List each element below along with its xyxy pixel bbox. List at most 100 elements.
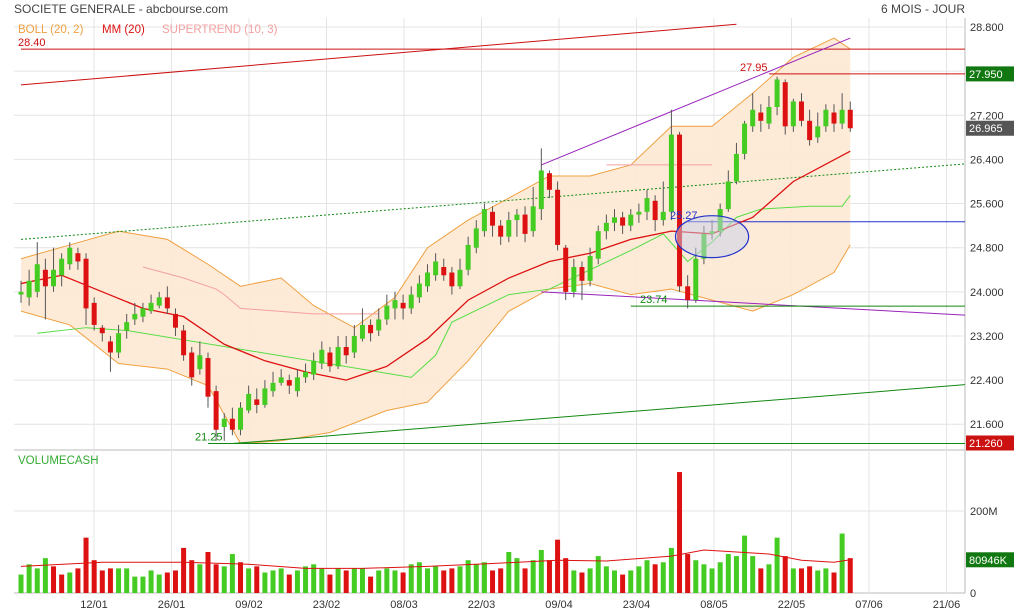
trendline-channel xyxy=(20,163,966,240)
supertrend-down-line xyxy=(142,266,379,315)
volume-bar xyxy=(42,558,48,593)
candle-body xyxy=(351,335,357,353)
candle-body xyxy=(335,347,341,367)
volume-bar xyxy=(172,570,178,593)
volume-bar xyxy=(164,572,170,593)
candle-body xyxy=(189,352,195,378)
volume-bar xyxy=(197,564,203,593)
bollinger-lower-line xyxy=(20,244,851,445)
candle-body xyxy=(644,198,650,212)
volume-bar xyxy=(303,566,309,593)
candles xyxy=(18,76,853,441)
candle-body xyxy=(742,123,748,154)
volume-bar xyxy=(498,568,504,593)
volume-bar xyxy=(26,564,32,593)
volume-bar xyxy=(571,570,577,593)
volume-bar xyxy=(262,572,268,593)
bollinger-band xyxy=(20,37,851,445)
highlight-ellipse-layer xyxy=(674,215,750,259)
candle-body xyxy=(595,231,601,259)
volume-bar xyxy=(465,560,471,593)
supertrend-up-line xyxy=(37,194,851,378)
volume-bar xyxy=(555,539,561,593)
candle-body xyxy=(42,269,48,287)
volume-bar xyxy=(238,562,244,593)
volume-bar xyxy=(384,568,390,593)
volume-bar xyxy=(425,568,430,593)
candle-body xyxy=(498,225,504,237)
candle-body xyxy=(668,134,674,212)
candle-body xyxy=(628,214,634,226)
volume-tick-label: 200M xyxy=(970,506,998,518)
candle-body xyxy=(286,380,292,386)
volume-bar xyxy=(481,562,487,593)
candle-body xyxy=(611,217,617,223)
axis-value-badge-label: 26.965 xyxy=(969,123,1003,135)
volume-bar xyxy=(148,570,154,593)
bollinger-upper-line xyxy=(20,37,851,329)
candle-body xyxy=(278,377,284,383)
volume-bar xyxy=(587,568,593,593)
candle-body xyxy=(490,211,496,226)
volume-bar xyxy=(563,558,569,593)
trendline-support xyxy=(232,384,966,445)
candle-body xyxy=(839,109,845,124)
candle-body xyxy=(603,222,609,232)
trendline-channel_top xyxy=(541,37,851,166)
volume-bar xyxy=(254,566,260,593)
volume-bar xyxy=(685,554,691,593)
candle-body xyxy=(416,283,422,298)
axis-value-badge-label: 27.950 xyxy=(969,69,1003,81)
volume-bar xyxy=(701,564,707,593)
volume-bar xyxy=(815,570,821,593)
volume-bar xyxy=(327,574,333,593)
time-tick-label: 12/01 xyxy=(80,599,108,611)
candle-body xyxy=(303,371,309,378)
instrument-title: SOCIETE GENERALE - abcbourse.com xyxy=(14,2,228,16)
volume-bar xyxy=(611,570,617,593)
volume-bar xyxy=(449,568,455,593)
price-tick-label: 25.600 xyxy=(970,199,1004,211)
candle-body xyxy=(831,112,837,124)
volume-bar xyxy=(506,552,512,593)
axis-value-badge xyxy=(966,435,1014,451)
time-tick-label: 09/04 xyxy=(545,599,573,611)
time-tick-label: 07/06 xyxy=(855,599,883,611)
candle-body xyxy=(733,153,739,182)
volume-bar xyxy=(717,562,723,593)
candle-body xyxy=(246,393,252,411)
candle-body xyxy=(693,258,699,301)
candle-body xyxy=(571,267,577,292)
candle-body xyxy=(83,258,89,309)
volume-bar xyxy=(490,570,496,593)
candle-body xyxy=(319,349,325,364)
volume-bar xyxy=(636,566,642,593)
volume-bar xyxy=(311,564,317,593)
trendline-channel_bottom xyxy=(541,291,966,316)
candle-body xyxy=(262,388,268,405)
candle-body xyxy=(555,189,561,245)
volume-bar xyxy=(546,560,552,593)
volume-bar xyxy=(668,547,674,593)
candle-body xyxy=(124,322,130,331)
candle-body xyxy=(392,300,398,309)
candle-body xyxy=(725,181,731,210)
candle-body xyxy=(34,264,40,292)
candle-body xyxy=(205,358,211,397)
candle-body xyxy=(408,294,414,309)
candle-body xyxy=(652,200,658,221)
price-tick-label: 27.200 xyxy=(970,110,1004,122)
time-axis: 12/01 26/01 09/02 23/02 08/03 22/03 09/04 23/04… xyxy=(80,599,960,611)
volume-bar xyxy=(709,568,715,593)
volume-average-polyline xyxy=(20,549,851,569)
volume-badge-label: 80946K xyxy=(969,555,1008,567)
candle-body xyxy=(847,109,853,129)
volume-bar xyxy=(628,570,634,593)
volume-bar xyxy=(831,572,837,593)
time-tick-label: 22/03 xyxy=(468,599,496,611)
candle-body xyxy=(774,79,780,107)
volume-bar xyxy=(124,568,130,593)
legend-mm: MM (20) xyxy=(102,24,145,36)
volume-bar xyxy=(75,568,81,593)
